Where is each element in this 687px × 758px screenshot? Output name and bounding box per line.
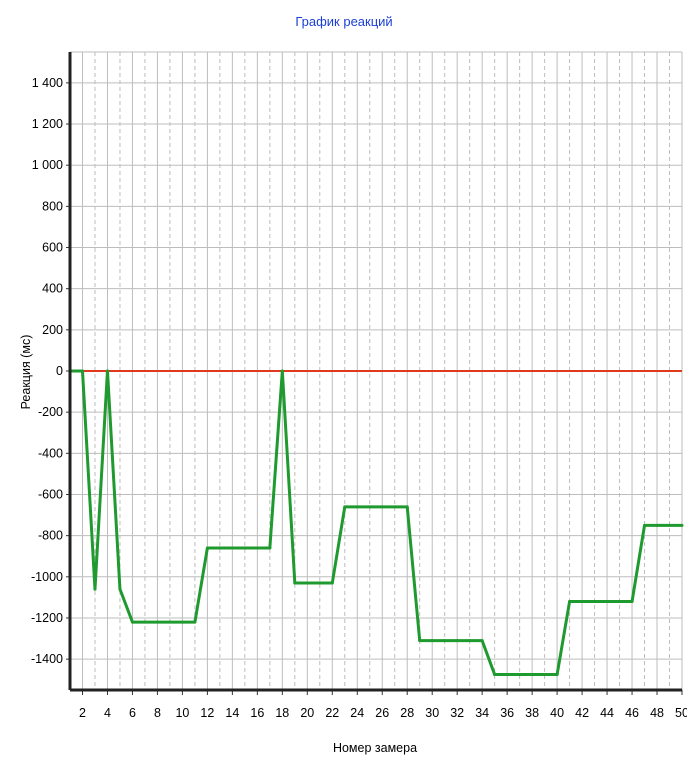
data-point [680,523,684,527]
y-tick-label: -800 [38,529,63,543]
data-point [218,546,222,550]
x-tick-label: 6 [129,706,136,720]
data-point [655,523,659,527]
data-point [455,639,459,643]
data-point [293,581,297,585]
data-point [243,546,247,550]
data-point [205,546,209,550]
data-point [593,600,597,604]
data-point [118,587,122,591]
data-point [518,673,522,677]
x-tick-label: 20 [300,706,314,720]
x-tick-label: 8 [154,706,161,720]
x-tick-label: 10 [175,706,189,720]
data-point [418,639,422,643]
y-tick-label: 800 [42,199,63,213]
data-point [105,369,109,373]
data-point [268,546,272,550]
data-point [180,620,184,624]
x-tick-label: 48 [650,706,664,720]
data-point [368,505,372,509]
data-point [668,523,672,527]
x-tick-label: 34 [475,706,489,720]
data-point [530,673,534,677]
y-tick-labels: 1 400 1 200 1 000 800 600 400 200 0 -200 -400 -600… [31,76,63,666]
data-point [255,546,259,550]
x-tick-label: 44 [600,706,614,720]
data-point [380,505,384,509]
x-tick-label: 28 [400,706,414,720]
data-point [193,620,197,624]
data-point [80,369,84,373]
x-tick-label: 16 [250,706,264,720]
data-point [343,505,347,509]
x-tick-label: 4 [104,706,111,720]
data-point [468,639,472,643]
x-tick-label: 14 [225,706,239,720]
data-point [543,673,547,677]
data-point [430,639,434,643]
data-point [280,369,284,373]
data-point [555,673,559,677]
data-point [618,600,622,604]
y-tick-label: 1 400 [32,76,63,90]
x-tick-label: 46 [625,706,639,720]
x-axis-label: Номер замера [333,741,417,755]
y-tick-label: -200 [38,405,63,419]
y-tick-label: -1400 [31,652,63,666]
data-point [568,600,572,604]
data-point [405,505,409,509]
x-tick-label: 40 [550,706,564,720]
data-point [493,673,497,677]
data-point [355,505,359,509]
x-tick-label: 26 [375,706,389,720]
x-tick-label: 22 [325,706,339,720]
x-tick-label: 42 [575,706,589,720]
data-point [393,505,397,509]
data-point [143,620,147,624]
data-point [130,620,134,624]
x-tick-label: 32 [450,706,464,720]
series-line [70,369,682,677]
data-point [480,639,484,643]
y-tick-label: -1000 [31,570,63,584]
data-point [318,581,322,585]
x-tick-label: 18 [275,706,289,720]
y-axis-label: Реакция (мс) [19,335,33,410]
y-tick-label: 1 000 [32,158,63,172]
x-tick-labels: 2 4 6 8 10 12 14 16 18 20 22 24 26 28 30 32 34 36 38 40 42 44… [79,706,687,720]
x-tick-label: 24 [350,706,364,720]
data-point [155,620,159,624]
y-tick-label: 600 [42,241,63,255]
x-tick-label: 12 [200,706,214,720]
data-point [643,523,647,527]
y-tick-label: -1200 [31,611,63,625]
data-point [305,581,309,585]
x-tick-label: 36 [500,706,514,720]
y-tick-label: 400 [42,282,63,296]
x-tick-label: 38 [525,706,539,720]
data-point [630,600,634,604]
y-tick-label: 1 200 [32,117,63,131]
x-tick-label: 30 [425,706,439,720]
x-tick-label: 50 [675,706,687,720]
y-tick-label: 0 [56,364,63,378]
data-point [580,600,584,604]
data-point [443,639,447,643]
series-points [68,369,684,677]
data-point [330,581,334,585]
y-tick-label: 200 [42,323,63,337]
grid-lines [66,51,683,695]
data-point [605,600,609,604]
data-point [93,587,97,591]
data-point [230,546,234,550]
x-tick-label: 2 [79,706,86,720]
chart-title: График реакций [295,14,392,29]
y-tick-label: -600 [38,487,63,501]
y-tick-label: -400 [38,446,63,460]
data-point [505,673,509,677]
data-point [168,620,172,624]
